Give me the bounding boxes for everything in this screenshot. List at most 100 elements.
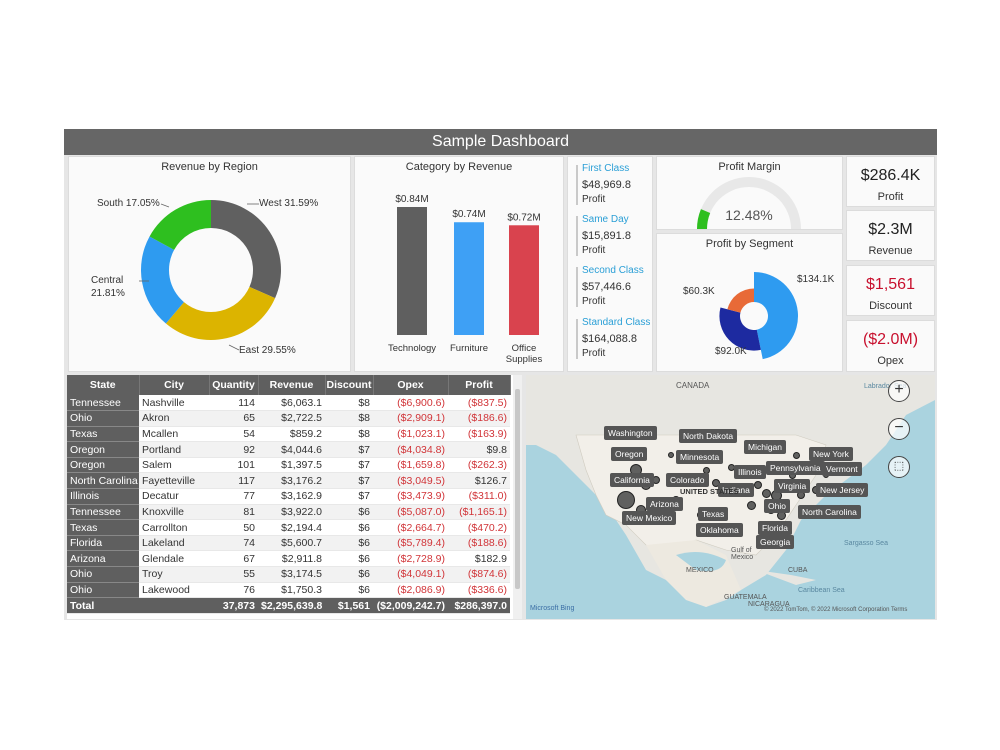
map-bubble[interactable] — [617, 491, 635, 509]
kpi-label: Opex — [877, 355, 904, 367]
ship-divider — [576, 216, 578, 256]
map-bubble[interactable] — [761, 488, 771, 498]
map-bubble[interactable] — [668, 452, 674, 458]
region-slice-east[interactable] — [165, 286, 276, 340]
map-visual[interactable]: CANADA Labrador Sea Gulf of Mexico MEXIC… — [526, 375, 935, 619]
scroll-thumb[interactable] — [515, 389, 520, 589]
table-cell-discount: $7 — [325, 441, 373, 458]
column-header-opex[interactable]: Opex — [373, 375, 449, 395]
table-row[interactable]: Ohio Lakewood 76 $1,750.3 $6 ($2,086.9) ($336.… — [67, 582, 510, 599]
table-cell-opex: ($2,728.9) — [373, 550, 448, 568]
table-row[interactable]: Illinois Decatur 77 $3,162.9 $7 ($3,473.9) ($3… — [67, 488, 510, 505]
map-geo-label: GUATEMALA — [724, 594, 767, 601]
table-cell-opex: ($4,034.8) — [373, 441, 448, 458]
category-by-revenue-card[interactable]: Category by Revenue $0.84M Technology $0.7… — [354, 156, 564, 372]
zoom-out-button[interactable]: − — [888, 418, 910, 440]
profit-by-segment-rose[interactable]: $134.1K $92.0K $60.3K — [657, 234, 844, 373]
kpi-card-opex: ($2.0M) Opex — [846, 320, 935, 372]
region-slice-central[interactable] — [141, 236, 184, 324]
map-bubble[interactable] — [792, 451, 800, 459]
map-geo-label: CUBA — [788, 567, 808, 574]
map-bubble[interactable] — [754, 481, 762, 489]
category-by-revenue-bars[interactable]: $0.84M Technology $0.74M Furniture $0.72M Off… — [355, 157, 565, 373]
segment-label: $92.0K — [715, 346, 747, 357]
data-table-container[interactable]: State City Quantity Revenue Discount Ope… — [67, 375, 522, 619]
segment-slice[interactable] — [754, 272, 798, 360]
table-cell-state: Ohio — [67, 566, 139, 583]
profit-by-segment-card[interactable]: Profit by Segment $134.1K $92.0K $60.3K — [656, 233, 843, 372]
revenue-by-region-card[interactable]: Revenue by Region West 31.59% East 29.55%… — [68, 156, 351, 372]
table-cell-city: Mcallen — [139, 426, 209, 443]
map-attribution[interactable]: © 2022 TomTom, © 2022 Microsoft Corporat… — [764, 607, 908, 613]
table-cell-state: Tennessee — [67, 504, 139, 521]
table-cell-opex: ($5,087.0) — [373, 504, 448, 521]
table-row[interactable]: Florida Lakeland 74 $5,600.7 $6 ($5,789.4) ($1… — [67, 535, 510, 552]
column-header-revenue[interactable]: Revenue — [258, 375, 326, 395]
table-cell-profit: ($262.3) — [448, 457, 510, 474]
table-row[interactable]: Tennessee Knoxville 81 $3,922.0 $6 ($5,087.0)… — [67, 504, 510, 521]
table-cell-state: Illinois — [67, 488, 139, 505]
table-cell-discount: $6 — [325, 535, 373, 552]
table-row[interactable]: Ohio Akron 65 $2,722.5 $8 ($2,909.1) ($186.6) — [67, 410, 510, 427]
table-cell-profit: ($163.9) — [448, 426, 510, 443]
table-row[interactable]: Oregon Salem 101 $1,397.5 $7 ($1,659.8) ($262.… — [67, 457, 510, 474]
category-bar[interactable] — [397, 207, 427, 335]
region-slice-west[interactable] — [211, 200, 281, 299]
table-total-cell: $286,397.0 — [448, 597, 510, 615]
selection-tool-button[interactable]: ⬚ — [888, 456, 910, 478]
map-bubble[interactable] — [746, 500, 756, 510]
table-cell-discount: $7 — [325, 472, 373, 490]
table-cell-revenue: $2,722.5 — [258, 410, 325, 427]
table-row[interactable]: Texas Mcallen 54 $859.2 $8 ($1,023.1) ($163.9) — [67, 426, 510, 443]
map-state-label: Florida — [758, 521, 792, 535]
table-cell-profit: ($470.2) — [448, 519, 510, 536]
table-cell-opex: ($3,049.5) — [373, 472, 448, 490]
table-cell-opex: ($5,789.4) — [373, 535, 448, 552]
table-cell-discount: $6 — [325, 550, 373, 568]
table-cell-opex: ($4,049.1) — [373, 566, 448, 583]
table-cell-quantity: 81 — [209, 504, 258, 521]
table-header-row: State City Quantity Revenue Discount Ope… — [67, 375, 511, 395]
table-row[interactable]: Arizona Glendale 67 $2,911.8 $6 ($2,728.9) $18… — [67, 550, 510, 568]
category-tick-label: Office — [512, 343, 537, 354]
table-cell-quantity: 55 — [209, 566, 258, 583]
table-cell-revenue: $3,176.2 — [258, 472, 325, 490]
gauge-value: 12.48% — [725, 207, 772, 223]
column-header-discount[interactable]: Discount — [325, 375, 374, 395]
table-row[interactable]: Oregon Portland 92 $4,044.6 $7 ($4,034.8) $9.8 — [67, 441, 510, 458]
kpi-value: $1,561 — [866, 276, 915, 293]
ship-mode-value: $164,088.8 — [582, 333, 638, 345]
table-total-row: Total 37,873 $2,295,639.8 $1,561 ($2,009,242… — [67, 597, 510, 615]
category-bar[interactable] — [509, 225, 539, 335]
region-label-west: West 31.59% — [259, 198, 318, 209]
column-header-city[interactable]: City — [139, 375, 210, 395]
table-row[interactable]: Texas Carrollton 50 $2,194.4 $6 ($2,664.7) ($4… — [67, 519, 510, 536]
category-bar[interactable] — [454, 222, 484, 335]
profit-margin-card[interactable]: Profit Margin 12.48% — [656, 156, 843, 230]
region-slice-south[interactable] — [149, 200, 211, 250]
zoom-in-button[interactable]: + — [888, 380, 910, 402]
table-cell-city: Salem — [139, 457, 209, 474]
ship-mode-value: $57,446.6 — [582, 281, 631, 293]
table-row[interactable]: Ohio Troy 55 $3,174.5 $6 ($4,049.1) ($874.6) — [67, 566, 510, 583]
column-header-profit[interactable]: Profit — [448, 375, 511, 395]
revenue-by-region-donut[interactable]: West 31.59% East 29.55% Central 21.81% South… — [69, 157, 352, 373]
table-row[interactable]: Tennessee Nashville 114 $6,063.1 $8 ($6,900.6… — [67, 395, 510, 412]
table-total-cell: 37,873 — [209, 597, 258, 615]
category-by-revenue-title: Category by Revenue — [405, 161, 513, 173]
region-label-south: South 17.05% — [97, 198, 160, 209]
kpi-label: Profit — [877, 191, 904, 203]
table-cell-quantity: 117 — [209, 472, 258, 490]
table-cell-state: Florida — [67, 535, 139, 552]
category-tick-label: Technology — [388, 343, 436, 354]
table-scrollbar[interactable] — [513, 375, 522, 619]
column-header-quantity[interactable]: Quantity — [209, 375, 259, 395]
table-cell-profit: $182.9 — [448, 550, 510, 568]
segment-slice[interactable] — [727, 288, 754, 313]
column-header-state[interactable]: State — [67, 375, 140, 395]
map-geo-label: Caribbean Sea — [798, 587, 845, 594]
dashboard: Sample Dashboard Revenue by Region West … — [64, 129, 937, 620]
table-row[interactable]: North Carolina Fayetteville 117 $3,176.2 $7(… — [67, 472, 510, 490]
segment-slice[interactable] — [719, 307, 761, 351]
kpi-card-revenue: $2.3M Revenue — [846, 210, 935, 261]
